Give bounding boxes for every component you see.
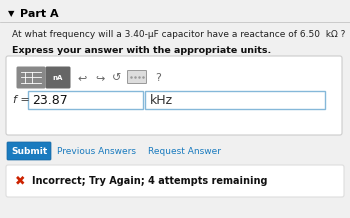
Text: Part A: Part A xyxy=(20,9,59,19)
Text: Incorrect; Try Again; 4 attempts remaining: Incorrect; Try Again; 4 attempts remaini… xyxy=(32,176,267,186)
Text: Request Answer: Request Answer xyxy=(148,146,221,155)
FancyBboxPatch shape xyxy=(16,66,46,89)
FancyBboxPatch shape xyxy=(145,91,325,109)
Text: f =: f = xyxy=(13,95,30,105)
Text: ?: ? xyxy=(155,73,161,83)
Text: ↪: ↪ xyxy=(95,73,105,83)
Text: ↺: ↺ xyxy=(112,73,122,83)
Text: Express your answer with the appropriate units.: Express your answer with the appropriate… xyxy=(12,46,271,55)
Text: kHz: kHz xyxy=(150,94,173,107)
FancyBboxPatch shape xyxy=(6,165,344,197)
FancyBboxPatch shape xyxy=(127,70,147,83)
FancyBboxPatch shape xyxy=(28,91,143,109)
Text: At what frequency will a 3.40-μF capacitor have a reactance of 6.50  kΩ ?: At what frequency will a 3.40-μF capacit… xyxy=(12,30,345,39)
Text: Previous Answers: Previous Answers xyxy=(57,146,136,155)
Text: ▼: ▼ xyxy=(8,9,14,18)
FancyBboxPatch shape xyxy=(6,56,342,135)
Text: Submit: Submit xyxy=(11,146,47,155)
FancyBboxPatch shape xyxy=(7,142,51,160)
Text: ✖: ✖ xyxy=(15,174,25,187)
FancyBboxPatch shape xyxy=(46,66,70,89)
Text: ↩: ↩ xyxy=(77,73,87,83)
Text: nA: nA xyxy=(53,75,63,81)
Text: 23.87: 23.87 xyxy=(32,94,68,107)
